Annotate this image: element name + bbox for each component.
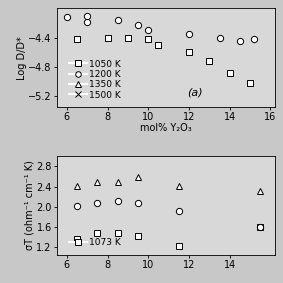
Y-axis label: σT (ohm⁻¹ cm⁻¹ K): σT (ohm⁻¹ cm⁻¹ K): [25, 160, 35, 250]
Y-axis label: Log D/D*: Log D/D*: [17, 36, 27, 80]
Legend: 1050 K, 1200 K, 1350 K, 1500 K: 1050 K, 1200 K, 1350 K, 1500 K: [68, 59, 122, 100]
Legend: 1073 K: 1073 K: [68, 237, 122, 248]
X-axis label: mol% Y₂O₃: mol% Y₂O₃: [140, 123, 191, 133]
Text: (a): (a): [187, 87, 203, 97]
